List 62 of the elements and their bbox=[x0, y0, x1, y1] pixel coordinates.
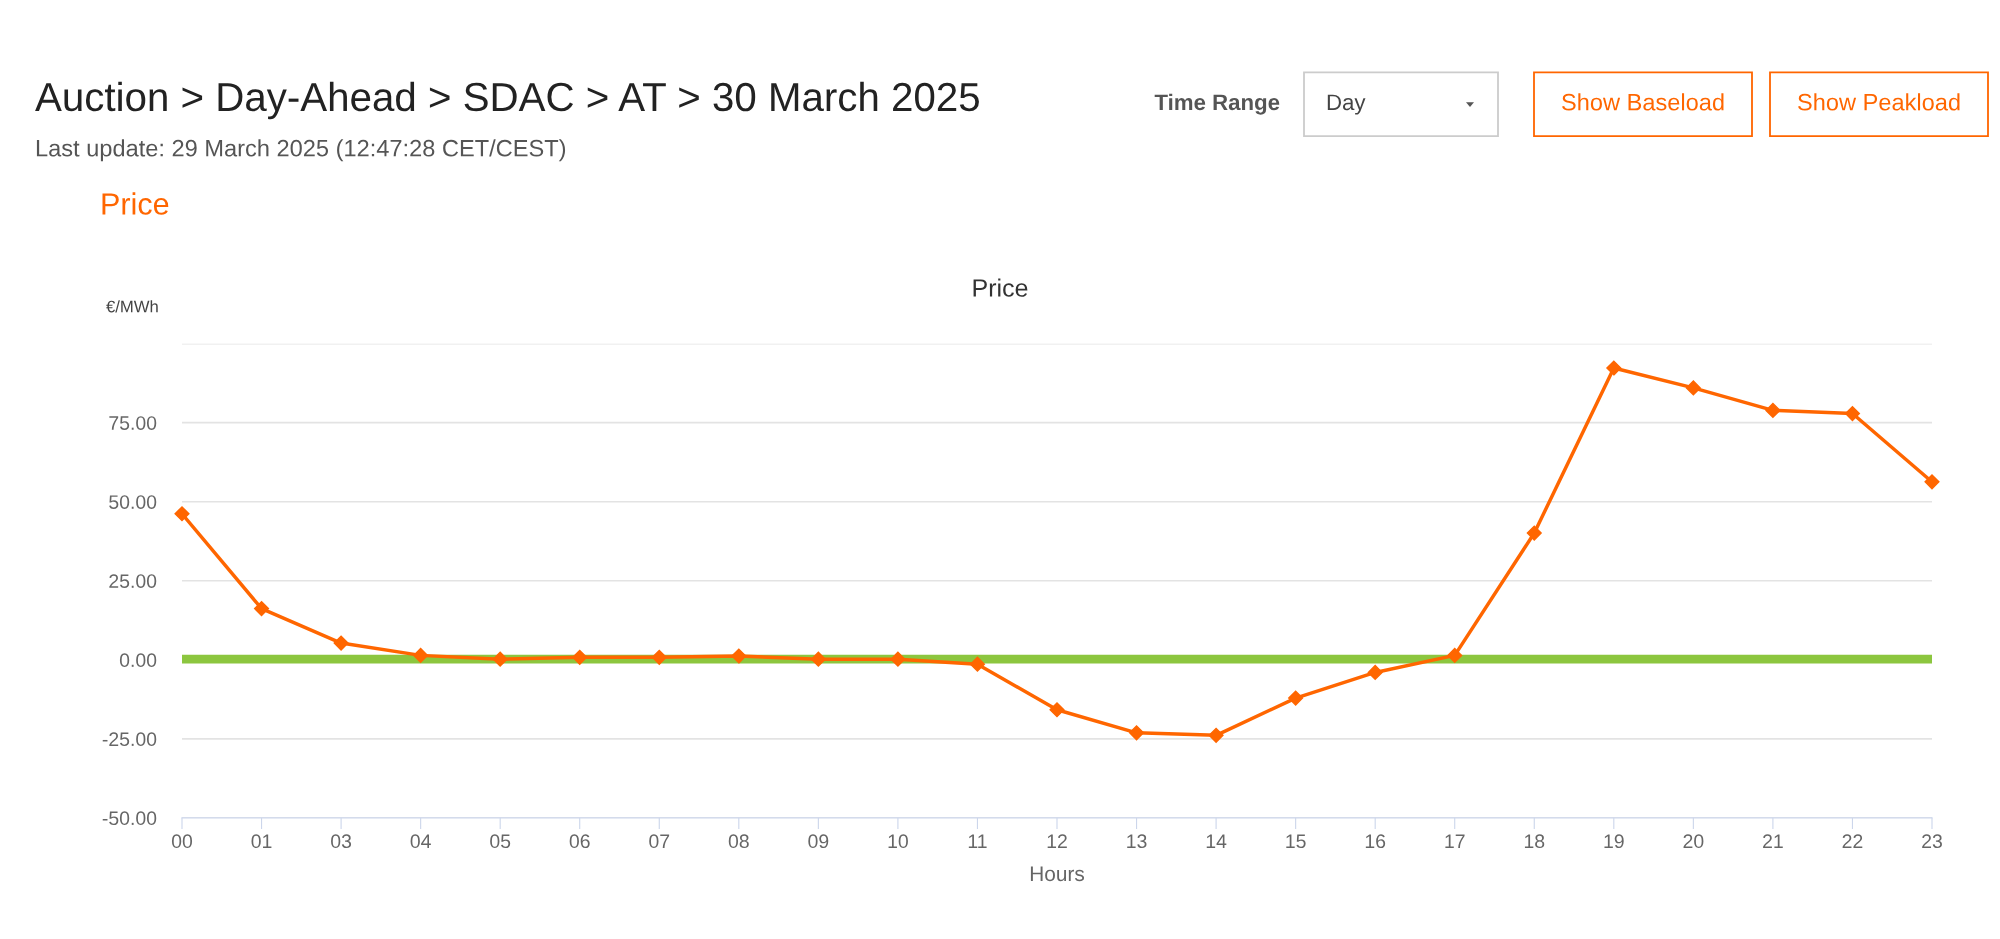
chart-subtitle: Last update: 29 March 2025 (12:47:28 CET/CEST) bbox=[36, 139, 566, 162]
y-tick-label: 75.00 bbox=[109, 416, 157, 430]
y-tick-label: 0.00 bbox=[119, 653, 157, 668]
y-tick-label: -25.00 bbox=[102, 732, 157, 747]
x-tick-label: 01 bbox=[251, 834, 272, 849]
point bbox=[572, 649, 588, 665]
point bbox=[174, 506, 190, 522]
x-tick-label: 19 bbox=[1604, 834, 1624, 849]
x-tick-label: 04 bbox=[410, 834, 431, 849]
y-axis-title: €/MWh bbox=[106, 300, 158, 313]
point bbox=[1128, 725, 1145, 741]
point bbox=[1924, 474, 1940, 490]
text: Time Range bbox=[1154, 93, 1280, 115]
point bbox=[810, 651, 826, 667]
x-tick-label: 03 bbox=[331, 834, 352, 849]
point bbox=[333, 635, 349, 651]
point bbox=[1367, 664, 1383, 681]
x-tick-label: 16 bbox=[1365, 834, 1386, 849]
x-tick-label: 08 bbox=[728, 834, 749, 849]
point bbox=[969, 656, 986, 672]
x-tick-label: 11 bbox=[968, 834, 987, 848]
point bbox=[731, 648, 747, 664]
point bbox=[890, 651, 906, 667]
point bbox=[253, 601, 270, 617]
point bbox=[1685, 380, 1701, 396]
x-tick-label: 22 bbox=[1842, 834, 1863, 848]
x-tick-label: 17 bbox=[1445, 834, 1465, 848]
x-tick-label: 12 bbox=[1047, 834, 1067, 848]
y-tick-label: 50.00 bbox=[109, 495, 157, 509]
x-tick-label: 14 bbox=[1206, 834, 1227, 848]
y-tick-label: 25.00 bbox=[109, 574, 157, 589]
x-tick-label: 18 bbox=[1524, 834, 1545, 849]
x-axis-title: Hours bbox=[1030, 866, 1085, 882]
x-tick-label: 21 bbox=[1763, 834, 1783, 848]
x-tick-label: 00 bbox=[171, 834, 193, 849]
text: Price bbox=[102, 192, 169, 215]
point bbox=[1208, 727, 1224, 743]
point bbox=[1526, 525, 1542, 541]
x-tick-label: 20 bbox=[1683, 834, 1704, 849]
text: Show Peakload bbox=[1798, 93, 1960, 111]
point bbox=[1765, 402, 1781, 418]
x-tick-label: 23 bbox=[1922, 834, 1942, 849]
point bbox=[1844, 405, 1861, 422]
point bbox=[651, 649, 667, 665]
x-tick-label: 07 bbox=[649, 834, 670, 849]
x-tick-label: 13 bbox=[1127, 834, 1147, 849]
x-tick-label: 10 bbox=[888, 834, 908, 849]
chart-title: Auction > Day-Ahead > SDAC > AT > 30 March 2025 bbox=[35, 81, 979, 120]
point bbox=[1288, 690, 1304, 706]
point bbox=[492, 651, 508, 667]
x-tick-label: 15 bbox=[1286, 834, 1306, 849]
point bbox=[1049, 702, 1065, 718]
x-tick-label: 06 bbox=[569, 834, 590, 849]
y-tick-label: -50.00 bbox=[102, 811, 157, 826]
text: Price bbox=[973, 278, 1028, 297]
point bbox=[1447, 647, 1463, 663]
point bbox=[413, 647, 429, 663]
x-tick-label: 05 bbox=[490, 834, 511, 849]
text: Day bbox=[1327, 94, 1366, 115]
x-tick-label: 09 bbox=[808, 834, 829, 849]
point bbox=[1606, 360, 1622, 376]
text: Show Baseload bbox=[1562, 93, 1724, 111]
